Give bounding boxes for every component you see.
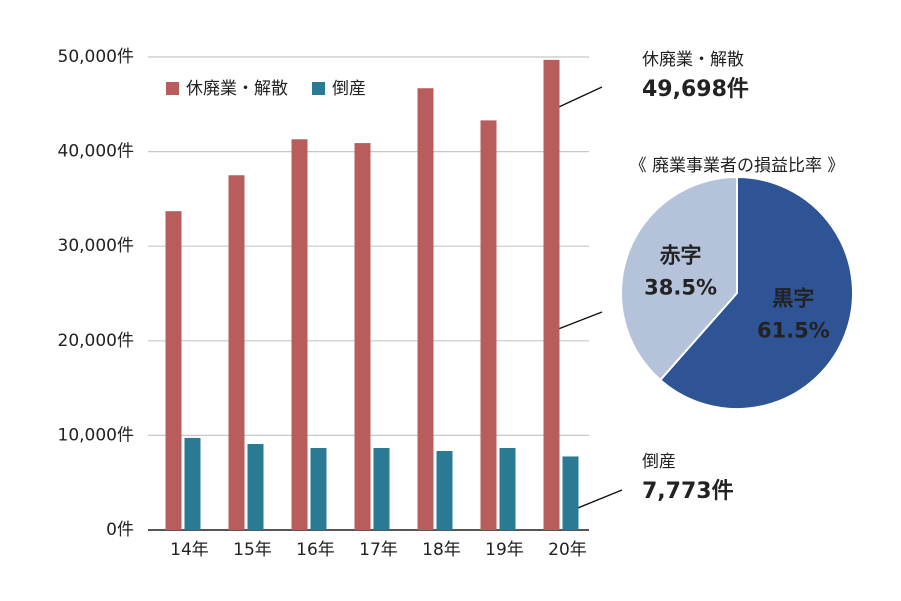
bar <box>354 143 371 530</box>
annotation-name: 休廃業・解散 <box>642 50 744 70</box>
bar <box>436 451 453 530</box>
bar <box>480 120 497 530</box>
x-tick-label: 20年 <box>548 540 587 560</box>
bar <box>417 88 434 530</box>
legend-label: 倒産 <box>332 79 366 99</box>
bar <box>543 59 560 530</box>
x-tick-label: 15年 <box>233 540 272 560</box>
bar <box>247 444 264 530</box>
bar <box>291 139 308 530</box>
x-tick-label: 18年 <box>422 540 461 560</box>
y-tick-label: 20,000件 <box>58 331 134 351</box>
bar <box>228 175 245 530</box>
x-tick-label: 19年 <box>485 540 524 560</box>
legend-swatch <box>166 82 179 95</box>
bar <box>184 437 201 530</box>
y-tick-label: 10,000件 <box>58 425 134 445</box>
bar <box>165 211 182 530</box>
pie-title: 《 廃業事業者の損益比率 》 <box>630 156 845 176</box>
pie-category: 黒字 <box>772 286 814 310</box>
y-tick-label: 50,000件 <box>58 47 134 67</box>
bar <box>310 447 327 530</box>
x-tick-label: 16年 <box>296 540 335 560</box>
x-tick-label: 14年 <box>170 540 209 560</box>
bar <box>373 447 390 530</box>
pie-value: 61.5% <box>757 318 830 342</box>
y-tick-label: 0件 <box>106 520 134 540</box>
pie-slice <box>658 175 854 410</box>
annotation-value: 7,773件 <box>642 479 734 504</box>
bar <box>562 456 579 530</box>
annotation-value: 49,698件 <box>642 77 749 102</box>
x-tick-label: 17年 <box>359 540 398 560</box>
y-tick-label: 30,000件 <box>58 236 134 256</box>
pie-value: 38.5% <box>644 276 717 300</box>
legend-label: 休廃業・解散 <box>186 79 288 99</box>
bar <box>499 447 516 530</box>
legend-swatch <box>312 82 325 95</box>
annotation-name: 倒産 <box>642 452 676 472</box>
pie-slice <box>620 175 738 382</box>
y-tick-label: 40,000件 <box>58 142 134 162</box>
pie-category: 赤字 <box>660 244 702 268</box>
